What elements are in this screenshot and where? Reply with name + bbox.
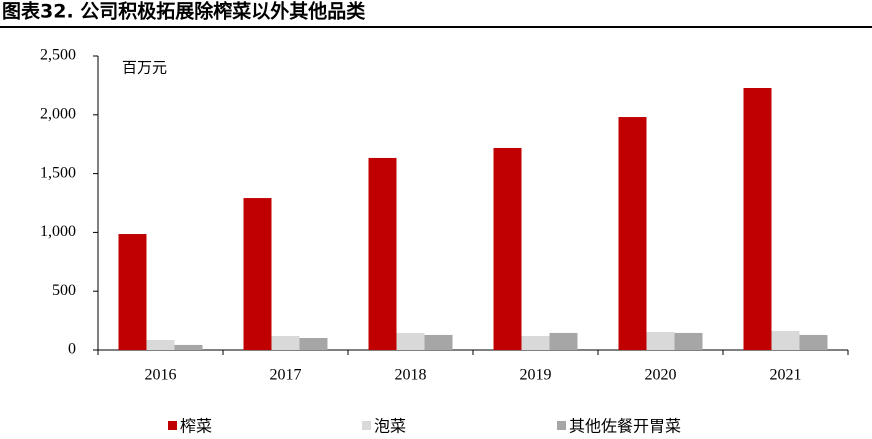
legend-swatch — [362, 421, 371, 430]
y-tick-label: 2,500 — [40, 47, 76, 64]
bar — [396, 332, 425, 350]
y-tick-label: 1,500 — [40, 164, 76, 181]
bar — [118, 234, 147, 350]
bar — [549, 332, 578, 350]
bar — [674, 332, 703, 350]
legend-label: 榨菜 — [180, 417, 212, 436]
bar — [271, 336, 300, 350]
y-tick-label: 0 — [68, 341, 76, 358]
x-tick-label: 2017 — [270, 367, 302, 384]
bar — [771, 330, 800, 350]
bar — [493, 147, 522, 350]
y-tick-label: 2,000 — [40, 105, 76, 122]
legend-label: 泡菜 — [374, 417, 406, 436]
x-tick-label: 2021 — [770, 367, 802, 384]
y-tick-label: 1,000 — [40, 223, 76, 240]
bar — [243, 198, 272, 350]
bar — [146, 340, 175, 350]
bar — [174, 344, 203, 350]
bar — [646, 332, 675, 350]
x-tick-label: 2020 — [645, 367, 677, 384]
y-tick-label: 500 — [52, 282, 76, 299]
bar — [618, 117, 647, 351]
bar — [299, 338, 328, 350]
x-tick-label: 2016 — [145, 367, 177, 384]
bar — [743, 87, 772, 351]
x-tick-label: 2019 — [520, 367, 552, 384]
x-tick-label: 2018 — [395, 367, 427, 384]
bar — [424, 334, 453, 350]
unit-label: 百万元 — [122, 59, 167, 77]
legend-label: 其他佐餐开胃菜 — [569, 417, 681, 436]
legend-swatch — [168, 421, 177, 430]
legend-swatch — [557, 421, 566, 430]
bar — [521, 336, 550, 350]
bar — [799, 334, 828, 350]
bar — [368, 157, 397, 350]
chart-title: 图表32. 公司积极拓展除榨菜以外其他品类 — [2, 0, 365, 23]
